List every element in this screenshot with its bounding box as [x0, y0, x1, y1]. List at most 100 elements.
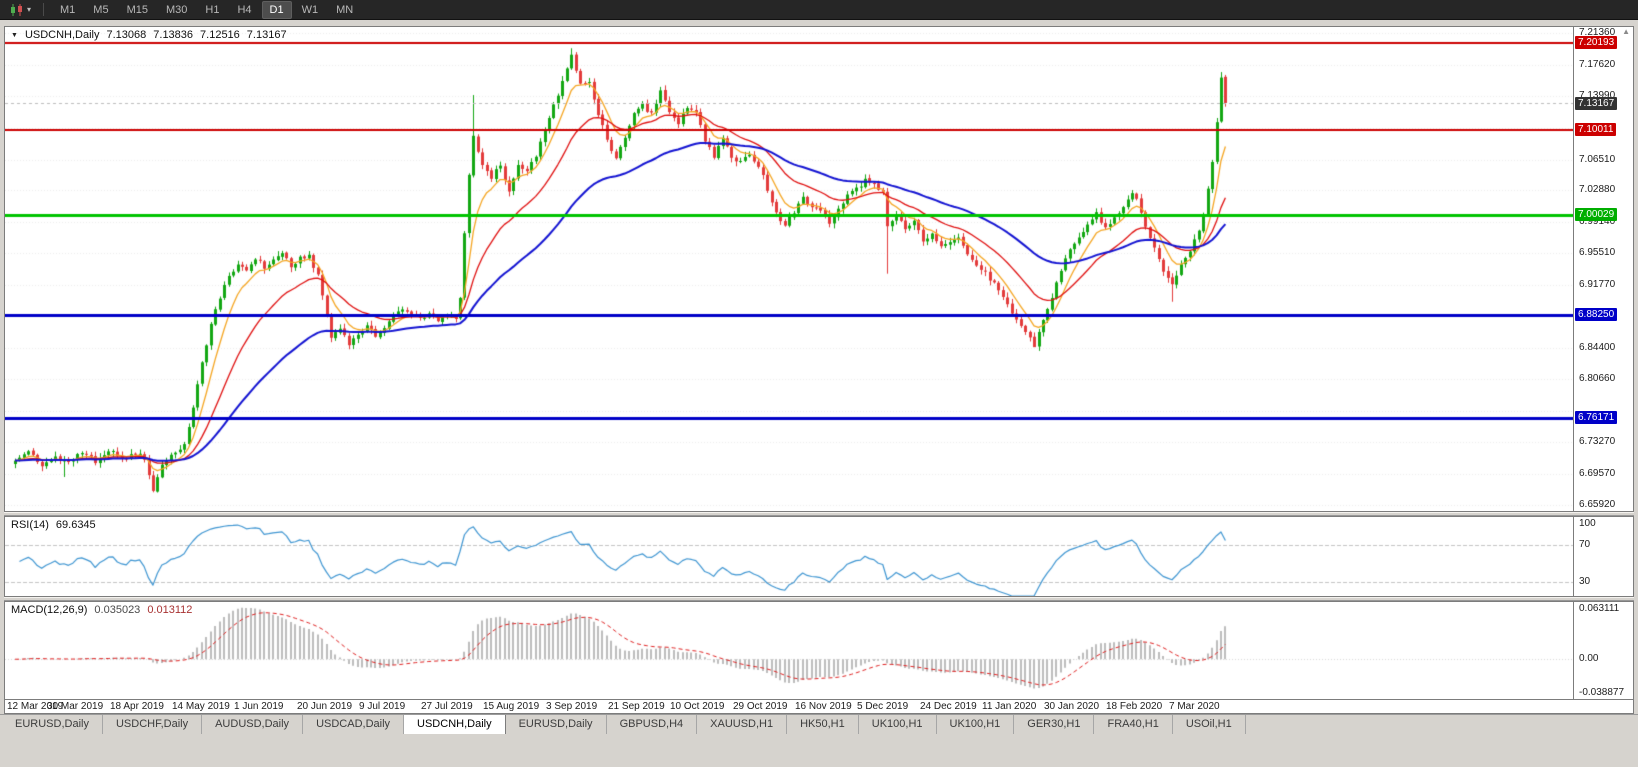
date-label: 18 Apr 2019 [110, 701, 164, 712]
macd-axis: 0.063111 0.00 -0.038877 [1573, 602, 1633, 699]
tab-uk100-h1[interactable]: UK100,H1 [936, 715, 1015, 734]
top-toolbar: ▾ M1 M5 M15 M30 H1 H4 D1 W1 MN [0, 0, 1638, 20]
date-label: 7 Mar 2020 [1169, 701, 1220, 712]
symbol-dropdown-icon[interactable]: ▼ [11, 31, 18, 39]
macd-panel: MACD(12,26,9) 0.035023 0.013112 0.063111… [4, 601, 1634, 700]
price-tick-label: 7.21360 [1579, 27, 1616, 38]
price-tick-label: 6.65920 [1579, 499, 1616, 510]
date-label: 30 Jan 2020 [1044, 701, 1100, 712]
macd-label: MACD(12,26,9) [11, 604, 88, 616]
price-tick-label: 6.91770 [1579, 279, 1616, 290]
date-label: 5 Dec 2019 [857, 701, 909, 712]
macd-axis-label: 0.063111 [1579, 603, 1620, 614]
date-label: 11 Jan 2020 [982, 701, 1037, 712]
timeframe-m15[interactable]: M15 [126, 3, 148, 16]
price-chart-panel: ▼ USDCNH,Daily 7.13068 7.13836 7.12516 7… [4, 26, 1634, 512]
price-badge: 7.10011 [1575, 123, 1617, 136]
timeframe-m1[interactable]: M1 [60, 3, 76, 16]
price-badge: 7.20193 [1575, 36, 1618, 49]
date-label: 29 Oct 2019 [733, 701, 788, 712]
macd-axis-label: -0.038877 [1579, 687, 1625, 698]
candlestick-chart-icon[interactable]: ▾ [6, 3, 35, 17]
tab-audusd-daily[interactable]: AUDUSD,Daily [202, 715, 304, 734]
date-label: 3 Sep 2019 [546, 701, 598, 712]
rsi-label: RSI(14) [11, 519, 49, 531]
tab-usdcnh-daily[interactable]: USDCNH,Daily [404, 715, 506, 734]
tab-eurusd-daily[interactable]: EURUSD,Daily [2, 715, 103, 734]
rsi-header: RSI(14) 69.6345 [11, 519, 96, 531]
macd-header: MACD(12,26,9) 0.035023 0.013112 [11, 604, 192, 616]
price-tick-label: 7.13990 [1579, 90, 1616, 101]
timeframe-h4[interactable]: H4 [237, 3, 252, 16]
price-tick-label: 6.73270 [1579, 436, 1616, 447]
ohlc-low: 7.12516 [200, 29, 240, 41]
chart-window: ▼ USDCNH,Daily 7.13068 7.13836 7.12516 7… [0, 20, 1638, 767]
tab-eurusd-daily[interactable]: EURUSD,Daily [505, 715, 607, 734]
macd-canvas[interactable] [5, 602, 1573, 699]
ohlc-open: 7.13068 [106, 29, 147, 41]
tab-ger30-h1[interactable]: GER30,H1 [1014, 715, 1095, 734]
rsi-value: 69.6345 [55, 519, 96, 531]
price-tick-label: 7.17620 [1579, 59, 1616, 70]
chart-header: ▼ USDCNH,Daily 7.13068 7.13836 7.12516 7… [11, 29, 287, 41]
timeframe-buttons: M1 M5 M15 M30 H1 H4 D1 W1 MN [52, 0, 361, 19]
panel-splitter[interactable] [4, 597, 1634, 601]
ohlc-close: 7.13167 [246, 29, 287, 41]
tab-hk50-h1[interactable]: HK50,H1 [787, 715, 859, 734]
timeframe-m30[interactable]: M30 [165, 3, 188, 16]
time-axis[interactable]: 12 Mar 2019 30 Mar 2019 18 Apr 2019 14 May … [4, 700, 1634, 714]
date-label: 15 Aug 2019 [483, 701, 540, 712]
rsi-level-label: 100 [1579, 518, 1596, 529]
rsi-level-label: 30 [1579, 576, 1591, 587]
rsi-canvas[interactable] [5, 517, 1573, 596]
timeframe-d1[interactable]: D1 [261, 0, 292, 19]
price-chart-canvas[interactable] [5, 27, 1573, 511]
price-axis[interactable]: ▲ 7.21360 7.17620 7.13990 7.06510 7.02880 6.9… [1573, 27, 1633, 511]
date-label: 12 Mar 2019 [7, 701, 64, 712]
date-label: 1 Jun 2019 [234, 701, 284, 712]
scroll-up-icon[interactable]: ▲ [1622, 27, 1630, 36]
tab-usdcad-daily[interactable]: USDCAD,Daily [303, 715, 405, 734]
timeframe-h1[interactable]: H1 [205, 3, 220, 16]
tab-uk100-h1[interactable]: UK100,H1 [858, 715, 937, 734]
macd-axis-label: 0.00 [1579, 653, 1599, 664]
price-tick-label: 6.84400 [1579, 342, 1616, 353]
timeframe-m5[interactable]: M5 [93, 3, 109, 16]
last-price-badge: 7.13167 [1575, 97, 1618, 110]
panel-splitter[interactable] [4, 512, 1634, 516]
chart-tabs-bar: EURUSD,Daily USDCHF,Daily AUDUSD,Daily USDC… [0, 714, 1638, 734]
tab-gbpusd-h4[interactable]: GBPUSD,H4 [606, 715, 698, 734]
macd-value-signal: 0.013112 [147, 604, 193, 616]
date-label: 20 Jun 2019 [297, 701, 353, 712]
tab-fra40-h1[interactable]: FRA40,H1 [1094, 715, 1173, 734]
rsi-axis: 100 70 30 [1573, 517, 1633, 596]
date-label: 16 Nov 2019 [795, 701, 852, 712]
tab-usoil-h1[interactable]: USOil,H1 [1172, 715, 1246, 734]
date-label: 9 Jul 2019 [359, 701, 406, 712]
timeframe-mn[interactable]: MN [336, 3, 354, 16]
macd-value-main: 0.035023 [94, 604, 141, 616]
rsi-level-label: 70 [1579, 539, 1591, 550]
dropdown-caret-icon: ▾ [27, 4, 32, 14]
tab-xauusd-h1[interactable]: XAUUSD,H1 [697, 715, 788, 734]
price-tick-label: 6.95510 [1579, 247, 1616, 258]
rsi-panel: RSI(14) 69.6345 100 70 30 [4, 516, 1634, 597]
date-label: 14 May 2019 [172, 701, 230, 712]
price-badge: 7.00029 [1575, 208, 1618, 221]
date-label: 27 Jul 2019 [421, 701, 473, 712]
symbol-title: USDCNH,Daily [24, 29, 100, 41]
ohlc-high: 7.13836 [153, 29, 194, 41]
date-label: 18 Feb 2020 [1106, 701, 1163, 712]
price-tick-label: 6.80660 [1579, 373, 1616, 384]
tab-usdchf-daily[interactable]: USDCHF,Daily [102, 715, 203, 734]
date-label: 21 Sep 2019 [608, 701, 665, 712]
candlestick-glyph [11, 3, 22, 16]
price-tick-label: 6.69570 [1579, 468, 1616, 479]
price-tick-label: 6.99140 [1579, 216, 1616, 227]
price-tick-label: 7.06510 [1579, 154, 1616, 165]
timeframe-w1[interactable]: W1 [301, 3, 319, 16]
price-tick-label: 7.02880 [1579, 184, 1616, 195]
date-label: 24 Dec 2019 [920, 701, 977, 712]
date-label: 30 Mar 2019 [47, 701, 104, 712]
toolbar-separator [43, 3, 45, 16]
